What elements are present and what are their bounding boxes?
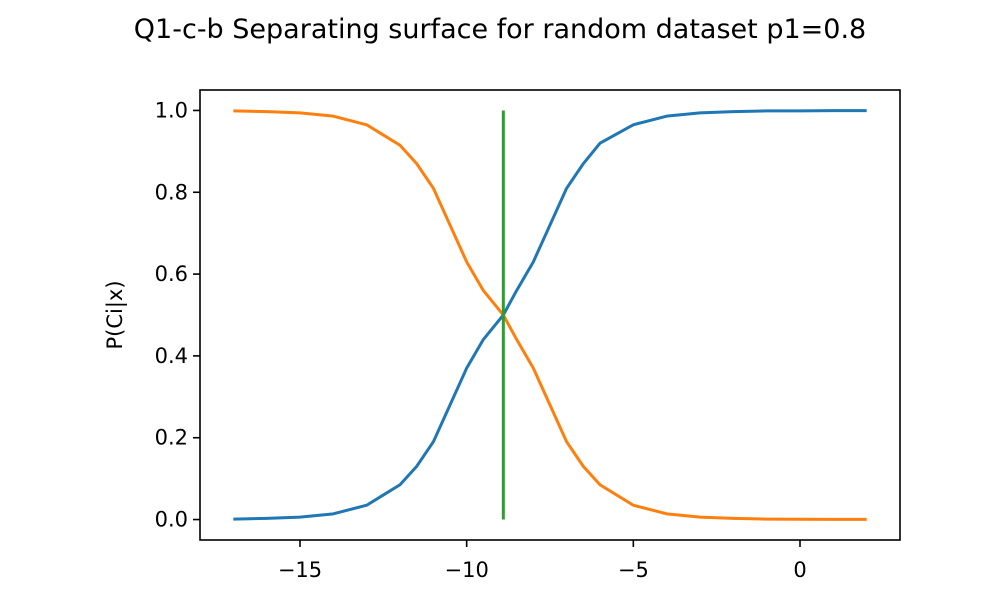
y-tick-label-5: 1.0	[155, 98, 188, 122]
x-tick-label-0: −15	[278, 558, 322, 582]
series-line-1	[233, 109, 867, 521]
y-tick-label-1: 0.2	[155, 426, 188, 450]
y-axis-label: P(Ci|x)	[103, 280, 128, 349]
y-tick-label-0: 0.0	[155, 508, 188, 532]
plot-frame	[199, 89, 901, 541]
y-tick-label-3: 0.6	[155, 262, 188, 286]
x-tick-label-2: −5	[618, 558, 649, 582]
y-tick-label-4: 0.8	[155, 180, 188, 204]
chart-title: Q1-c-b Separating surface for random dat…	[134, 14, 866, 45]
y-tick-label-2: 0.4	[155, 344, 188, 368]
x-tick-label-3: 0	[793, 558, 806, 582]
series-line-0	[233, 109, 867, 521]
x-tick-label-1: −10	[445, 558, 489, 582]
plot-area: −15 −10 −5 0 0.0 0.2 0.4 0.6 0.8 1.0	[155, 89, 901, 582]
